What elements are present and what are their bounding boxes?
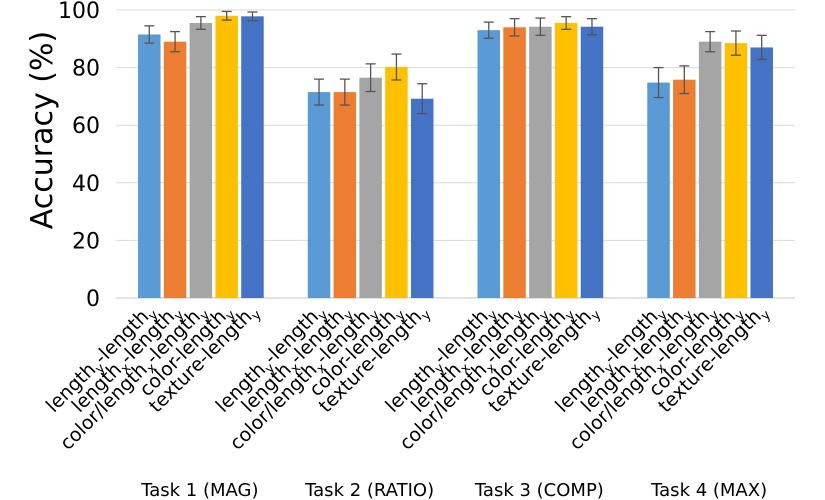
y-tick-label: 20 <box>72 229 100 254</box>
group-label: Task 1 (MAG) <box>140 480 258 500</box>
y-axis-label: Accuracy (%) <box>25 31 60 229</box>
bar <box>241 16 264 299</box>
y-tick-label: 100 <box>58 0 100 24</box>
group-label: Task 3 (COMP) <box>474 480 604 500</box>
bar <box>750 47 773 298</box>
bar <box>307 92 331 298</box>
group-label: Task 2 (RATIO) <box>304 480 434 500</box>
group-label: Task 4 (MAX) <box>650 480 767 500</box>
y-tick-label: 40 <box>72 172 100 197</box>
y-tick-label: 60 <box>72 114 100 139</box>
y-tick-label: 80 <box>72 57 100 82</box>
bar <box>359 77 382 299</box>
y-tick-label: 0 <box>86 287 100 312</box>
bars <box>138 15 773 299</box>
bar <box>554 22 578 299</box>
bar <box>410 98 434 298</box>
bar <box>529 26 552 298</box>
bar <box>698 41 722 299</box>
bar <box>503 27 526 299</box>
bar <box>215 15 238 298</box>
bar <box>385 67 408 298</box>
bar <box>477 30 501 298</box>
error-bars <box>144 10 767 115</box>
bar <box>138 34 161 298</box>
bar <box>189 22 213 299</box>
bar <box>647 82 670 299</box>
bar <box>580 26 604 298</box>
bar <box>163 41 187 299</box>
bar <box>673 79 696 298</box>
bar <box>724 43 748 299</box>
bar <box>333 92 357 298</box>
